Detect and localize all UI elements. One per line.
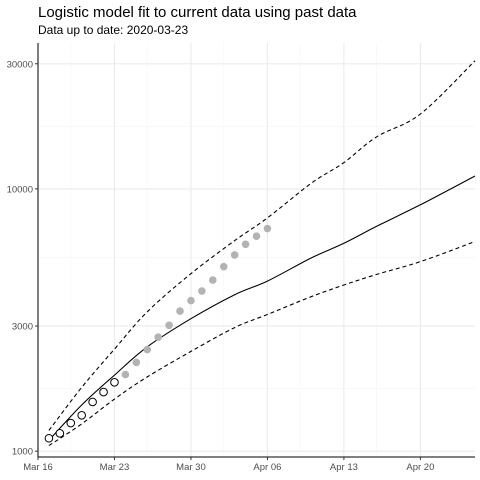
observed-past-point — [110, 378, 119, 387]
fit-lines — [48, 60, 476, 447]
x-axis-ticks: Mar 16 Mar 23 Mar 30 Apr 06 Apr 13 Apr 20 — [23, 457, 434, 473]
y-tick-label: 1000 — [12, 447, 33, 458]
observed-past-point — [77, 411, 86, 420]
x-tick-label: Mar 30 — [176, 462, 206, 473]
y-tick-label: 3000 — [12, 322, 33, 333]
y-tick-label: 30000 — [7, 59, 33, 70]
observed-future-point — [219, 262, 228, 271]
observed-past-point — [66, 418, 76, 428]
observed-future-point — [230, 251, 239, 259]
y-tick-label: 10000 — [7, 184, 33, 195]
observed-future-point — [263, 224, 272, 233]
observed-future-point — [132, 358, 141, 367]
observed-future-point — [209, 276, 217, 284]
x-tick-label: Mar 16 — [23, 462, 53, 473]
observed-future-point — [143, 345, 152, 354]
observed-future-point — [198, 287, 206, 295]
lower-line — [48, 240, 476, 447]
x-tick-label: Apr 20 — [406, 462, 434, 473]
observed-future-point — [165, 321, 173, 330]
observed-past-point — [99, 387, 108, 397]
chart-title: Logistic model fit to current data using… — [38, 4, 357, 21]
observed-future-point — [241, 240, 250, 249]
minor-gridlines — [38, 43, 475, 457]
observed-future-points — [121, 224, 272, 379]
x-tick-label: Mar 23 — [100, 462, 130, 473]
y-axis-ticks: 1000 3000 10000 30000 — [7, 59, 38, 458]
observed-future-point — [176, 307, 184, 315]
observed-future-point — [121, 370, 130, 379]
observed-future-point — [187, 296, 195, 305]
observed-future-point — [154, 333, 162, 341]
observed-past-point — [55, 428, 65, 438]
x-tick-label: Apr 13 — [330, 462, 358, 473]
fit-line — [48, 175, 476, 441]
observed-past-point — [88, 397, 97, 407]
observed-past-points — [44, 378, 119, 443]
observed-past-point — [44, 433, 54, 443]
chart-subtitle: Data up to date: 2020-03-23 — [38, 23, 189, 37]
observed-future-point — [252, 232, 261, 241]
major-gridlines — [37, 43, 475, 457]
x-tick-label: Apr 06 — [253, 462, 281, 473]
plot-panel — [38, 43, 475, 457]
upper-line — [48, 60, 476, 431]
